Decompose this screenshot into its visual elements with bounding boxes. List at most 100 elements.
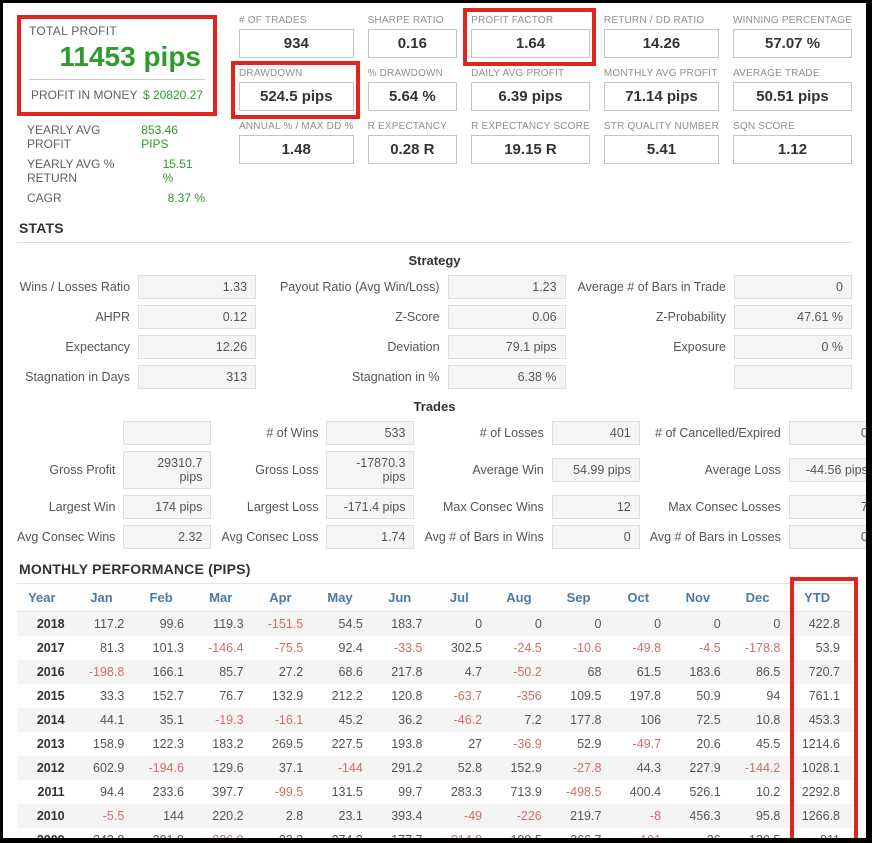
cagr-value: 8.37 % [167, 191, 205, 205]
stat-value-avg-consec-wins: 2.32 [123, 525, 212, 549]
cell-2014-apr: -16.1 [274, 713, 304, 727]
metric-value-average-trade: 50.51 pips [733, 82, 852, 111]
metric-value-sqn-score: 1.12 [733, 135, 852, 164]
cagr-label: CAGR [27, 191, 62, 205]
stat-avg-consec-loss: Avg Consec Loss 1.74 [221, 525, 415, 549]
cell-2018-dec: 0 [773, 617, 781, 631]
total-profit-panel: TOTAL PROFIT 11453 pips PROFIT IN MONEY … [17, 15, 217, 208]
stat-value-of-losses: 401 [551, 421, 640, 445]
total-profit-annotation-frame: TOTAL PROFIT 11453 pips PROFIT IN MONEY … [17, 15, 217, 116]
cell-2017-jan: 81.3 [99, 641, 125, 655]
metric-value-r-expectancy: 0.28 R [367, 135, 458, 164]
stat-average-of-bars-in-trade: Average # of Bars in Trade 0 [578, 275, 852, 299]
stat-value-avg-consec-loss: 1.74 [326, 525, 415, 549]
yearly-avg-profit-row: YEARLY AVG PROFIT 853.46 PIPS [25, 120, 207, 154]
stat-of-losses: # of Losses 401 [424, 421, 640, 445]
cell-2013-sep: 52.9 [577, 737, 602, 751]
total-profit-label: TOTAL PROFIT [29, 24, 118, 38]
column-header-aug: Aug [494, 583, 554, 612]
stat-value-payout-ratio-avg-win-loss: 1.23 [447, 275, 566, 299]
cell-2010-nov: 456.3 [689, 809, 721, 823]
metric-label-sqn-score: SQN SCORE [733, 121, 795, 132]
cell-2014-dec: 10.8 [755, 713, 781, 727]
cell-2012-dec: -144.2 [744, 761, 781, 775]
cell-2017-jul: 302.5 [450, 641, 483, 655]
year-cell-2015: 2015 [36, 689, 65, 703]
monthly-table-body: 2018 117.2 99.6 119.3 -151.5 54.5 183.7 0 0 0 0 0 0 4… [17, 611, 852, 843]
metric-drawdown: % DRAWDOWN 5.64 % [367, 68, 458, 111]
metric-label-r-expectancy: R EXPECTANCY [367, 121, 448, 132]
metric-label-annual-max-dd: ANNUAL % / MAX DD % [239, 121, 354, 132]
cell-2011-jun: 99.7 [398, 785, 423, 799]
stat-label-max-consec-losses: Max Consec Losses [668, 500, 781, 514]
stat-label-gross-loss: Gross Loss [255, 463, 319, 477]
table-row-2016: 2016 -198.8 166.1 85.7 27.2 68.6 217.8 4.7 -50.2… [17, 660, 852, 684]
stats-section: STATS Strategy Wins / Losses Ratio 1.33 Pa… [3, 220, 866, 549]
metric-r-expectancy: R EXPECTANCY 0.28 R [367, 121, 458, 164]
stat-z-probability: Z-Probability 47.61 % [578, 305, 852, 329]
ytd-cell-2013: 1214.6 [801, 737, 840, 751]
metric-label-r-expectancy-score: R EXPECTANCY SCORE [471, 121, 590, 132]
cell-2014-feb: 35.1 [159, 713, 184, 727]
stat-label-average-loss: Average Loss [704, 463, 781, 477]
cell-2013-jul: 27 [468, 737, 483, 751]
stat-label-z-score: Z-Score [395, 310, 440, 324]
cell-2011-apr: -99.5 [274, 785, 304, 799]
stat-value-max-consec-wins: 12 [551, 495, 640, 519]
cell-2014-may: 45.2 [338, 713, 363, 727]
stat-max-consec-losses: Max Consec Losses 7 [650, 495, 866, 519]
stat-label-largest-win: Largest Win [48, 500, 116, 514]
year-cell-2010: 2010 [36, 809, 65, 823]
stat-label-exposure: Exposure [673, 340, 726, 354]
stat-value-wins-losses-ratio: 1.33 [138, 275, 257, 299]
cell-2018-jul: 0 [475, 617, 483, 631]
cell-2014-nov: 72.5 [696, 713, 721, 727]
cell-2009-apr: 33.3 [278, 833, 304, 843]
cell-2016-nov: 183.6 [689, 665, 721, 679]
cell-2015-oct: 197.8 [629, 689, 662, 703]
column-header-jan: Jan [76, 583, 137, 612]
column-header-oct: Oct [613, 583, 674, 612]
cagr-row: CAGR 8.37 % [25, 188, 207, 208]
table-row-2014: 2014 44.1 35.1 -19.3 -16.1 45.2 36.2 -46.2 7.2 17… [17, 708, 852, 732]
stat-value-of-wins: 533 [326, 421, 415, 445]
stat-value-exposure: 0 % [734, 335, 852, 359]
metric-value-daily-avg-profit: 6.39 pips [471, 82, 590, 111]
cell-2011-jul: 283.3 [450, 785, 483, 799]
metric-label-str-quality-number: STR QUALITY NUMBER [603, 121, 720, 132]
stat-label-gross-profit: Gross Profit [49, 463, 116, 477]
ytd-cell-2018: 422.8 [808, 617, 840, 631]
strategy-subtitle: Strategy [408, 253, 461, 268]
cell-2016-apr: 27.2 [278, 665, 304, 679]
stat-label-avg-of-bars-in-wins: Avg # of Bars in Wins [424, 530, 544, 544]
cell-2009-nov: 26 [706, 833, 721, 843]
year-cell-2016: 2016 [36, 665, 65, 679]
yearly-avg-return-row: YEARLY AVG % RETURN 15.51 % [25, 154, 207, 188]
cell-2017-sep: -10.6 [572, 641, 602, 655]
cell-2009-jun: 177.7 [391, 833, 423, 843]
stat-label-of-cancelled-expired: # of Cancelled/Expired [655, 426, 781, 440]
profit-in-money-row: PROFIT IN MONEY $ 20820.27 [29, 85, 205, 105]
stat-value-max-consec-losses: 7 [788, 495, 866, 519]
cell-2018-mar: 119.3 [213, 617, 244, 631]
cell-2014-sep: 177.8 [570, 713, 602, 727]
cell-2015-apr: 132.9 [271, 689, 304, 703]
stat-label-avg-consec-wins: Avg Consec Wins [17, 530, 116, 544]
monthly-table-wrap: Year Jan Feb Mar Apr May Jun Jul Aug Sep Oct Nov Dec… [17, 577, 858, 843]
stat-label-stagnation-in: Stagnation in % [351, 370, 440, 384]
stat-value-gross-loss: -17870.3 pips [326, 451, 415, 489]
table-row-2011: 2011 94.4 233.6 397.7 -99.5 131.5 99.7 283.3 713… [17, 780, 852, 804]
metric-label-average-trade: AVERAGE TRADE [733, 68, 820, 79]
year-cell-2012: 2012 [36, 761, 65, 775]
cell-2012-jan: 602.9 [93, 761, 125, 775]
strategy-grid: Wins / Losses Ratio 1.33 Payout Ratio (Avg… [17, 275, 852, 389]
cell-2015-jun: 120.8 [391, 689, 423, 703]
stat-wins-losses-ratio: Wins / Losses Ratio 1.33 [17, 275, 257, 299]
stat-value-deviation: 79.1 pips [447, 335, 566, 359]
cell-2015-may: 212.2 [331, 689, 363, 703]
yearly-avg-return-value: 15.51 % [162, 157, 193, 185]
stat-label-z-probability: Z-Probability [655, 310, 726, 324]
cell-2012-may: -144 [337, 761, 363, 775]
stat-value-largest-loss: -171.4 pips [326, 495, 415, 519]
